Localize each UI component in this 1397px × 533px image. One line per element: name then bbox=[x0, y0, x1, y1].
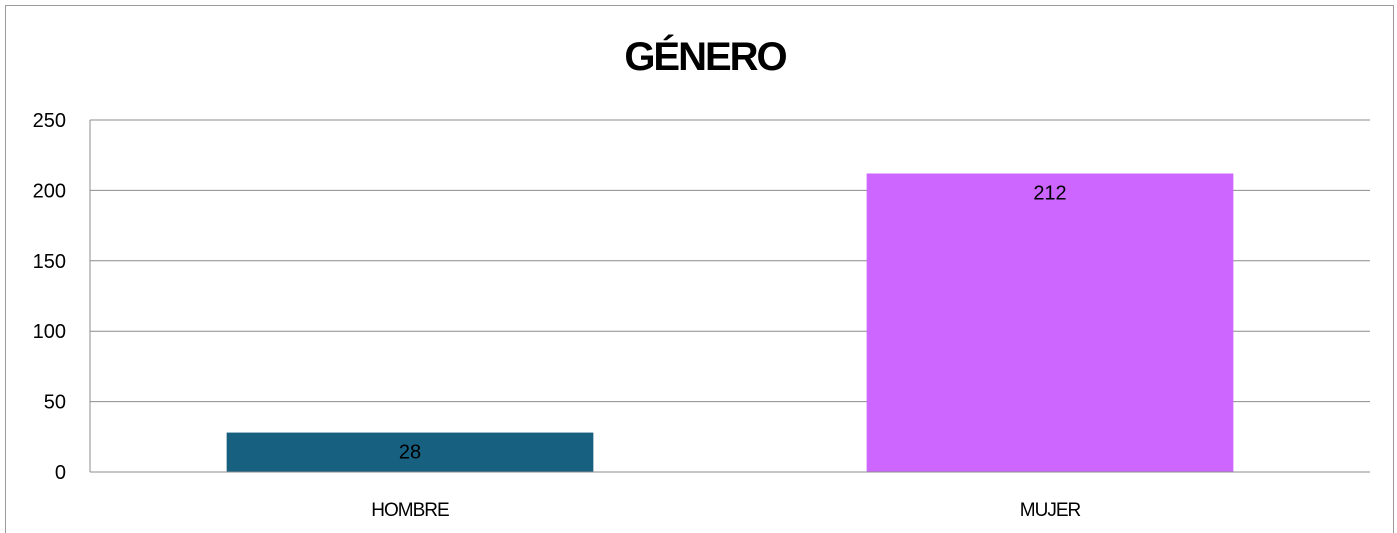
x-category-label: MUJER bbox=[1020, 500, 1081, 521]
chart-title: GÉNERO bbox=[624, 34, 786, 79]
chart-frame bbox=[5, 5, 1394, 533]
axes bbox=[89, 120, 1370, 473]
y-tick-label: 250 bbox=[33, 110, 66, 132]
y-tick-label: 0 bbox=[55, 462, 66, 484]
y-tick-label: 200 bbox=[33, 180, 66, 202]
data-label-mujer: 212 bbox=[1033, 183, 1066, 205]
x-category-label: HOMBRE bbox=[371, 500, 449, 521]
y-tick-label: 50 bbox=[44, 392, 66, 414]
labels: 0 50 100 150 200 250 28 HOMBRE 212 MUJER bbox=[33, 110, 1082, 521]
bar-hombre bbox=[226, 432, 594, 472]
data-label-hombre: 28 bbox=[399, 442, 421, 464]
y-tick-label: 100 bbox=[33, 321, 66, 343]
bars bbox=[226, 173, 1234, 472]
y-tick-label: 150 bbox=[33, 251, 66, 273]
bar-mujer bbox=[866, 173, 1234, 472]
